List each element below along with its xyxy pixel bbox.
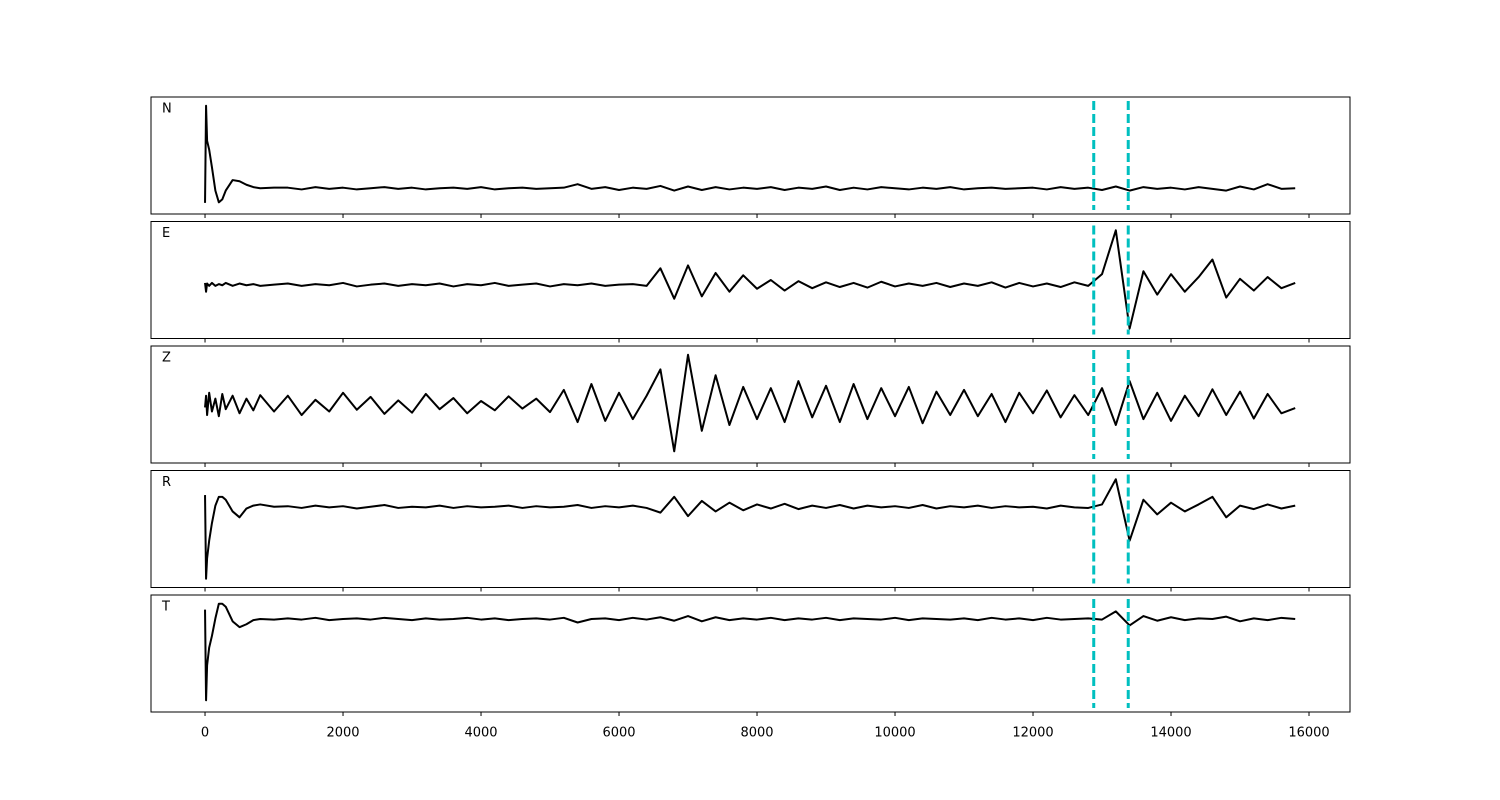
panel-frame (150, 594, 1351, 713)
x-tick-label: 10000 (874, 726, 915, 741)
x-tick-label: 4000 (464, 726, 497, 741)
trace (204, 602, 1296, 702)
panel-frame (150, 96, 1351, 215)
panel-label: Z (162, 351, 171, 366)
x-tick-label: 6000 (602, 726, 635, 741)
x-tick-label: 8000 (740, 726, 773, 741)
panel-frame (150, 221, 1351, 339)
panel-frame (150, 345, 1351, 464)
trace (204, 353, 1296, 453)
x-tick-label: 16000 (1288, 726, 1329, 741)
x-tick-label: 0 (201, 726, 209, 741)
panel-frame (150, 470, 1351, 588)
panel-label: R (162, 475, 171, 490)
panel-label: T (161, 600, 170, 615)
x-tick-label: 12000 (1012, 726, 1053, 741)
trace (204, 229, 1296, 330)
panel-label: E (162, 226, 170, 241)
x-tick-label: 14000 (1150, 726, 1191, 741)
panel-label: N (162, 102, 172, 117)
trace (204, 478, 1296, 580)
x-tick-label: 2000 (326, 726, 359, 741)
trace (204, 104, 1296, 204)
